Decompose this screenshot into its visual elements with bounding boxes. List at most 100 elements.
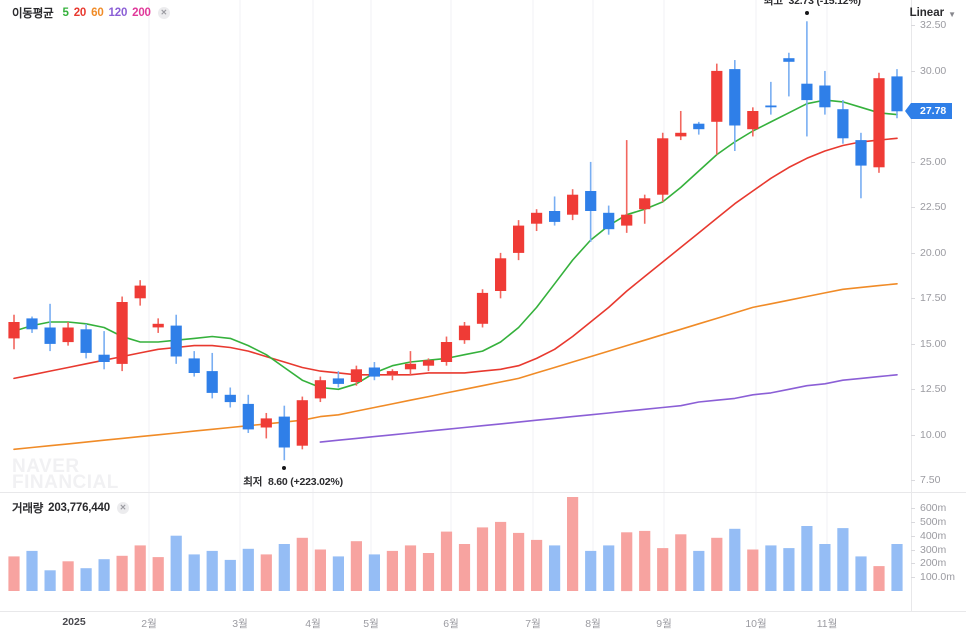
volume-axis-tick <box>911 549 915 551</box>
volume-bar <box>26 550 38 591</box>
chevron-down-icon: ▼ <box>948 9 956 19</box>
volume-bar <box>693 550 705 591</box>
time-axis-label: 7월 <box>525 618 541 630</box>
volume-bar <box>134 545 146 591</box>
candle-body <box>783 58 795 62</box>
volume-bar <box>476 527 489 591</box>
candle-body <box>549 211 561 222</box>
volume-bar <box>513 532 525 591</box>
price-axis-label: 15.00 <box>920 337 947 350</box>
price-axis-label: 7.50 <box>920 474 941 487</box>
volume-bar <box>585 550 597 591</box>
price-axis-divider <box>911 0 912 611</box>
candle-body <box>603 212 615 230</box>
price-axis-tick <box>911 252 915 254</box>
candle-body <box>657 138 669 195</box>
volume-axis-label: 100.0m <box>920 571 956 584</box>
volume-bar <box>314 549 326 591</box>
candle-body <box>495 258 507 291</box>
ma-line-ma120 <box>319 373 898 443</box>
ma-period-20[interactable]: 20 <box>73 7 87 19</box>
volume-bar <box>783 548 795 591</box>
candle-body <box>765 105 777 108</box>
price-plot <box>8 0 903 493</box>
candle-body <box>44 327 56 344</box>
moving-average-legend[interactable]: 이동평균 5 20 60 120 200 ✕ <box>12 5 170 21</box>
time-axis-label: 8월 <box>585 618 601 630</box>
candle-body <box>242 403 254 430</box>
candle-body <box>873 78 885 168</box>
volume-bar <box>891 544 903 591</box>
candle-body <box>855 140 867 166</box>
scale-type-label: Linear <box>909 7 945 19</box>
candle-body <box>170 325 182 357</box>
close-icon[interactable]: ✕ <box>116 502 129 514</box>
volume-bar <box>98 559 110 591</box>
time-axis[interactable]: 2025 2월 3월 4월 5월 6월 7월 8월 9월 10월 11월 <box>0 611 966 633</box>
time-axis-label: 2월 <box>141 618 157 630</box>
candle-body <box>891 76 903 112</box>
candle-body <box>476 292 489 324</box>
candle-body <box>206 371 218 393</box>
volume-axis-tick <box>911 535 915 537</box>
candle-body <box>422 360 435 366</box>
volume-axis-tick <box>911 521 915 523</box>
candle-body <box>134 285 146 299</box>
candle-body <box>513 225 525 253</box>
volume-bar <box>188 554 200 591</box>
time-axis-label: 9월 <box>656 618 672 630</box>
price-axis-tick <box>911 161 915 163</box>
candle-body <box>386 371 398 375</box>
volume-bar <box>296 537 308 591</box>
candle-body <box>801 83 813 101</box>
candle-body <box>819 85 831 108</box>
candle-body <box>531 212 543 224</box>
ma-period-200[interactable]: 200 <box>132 7 151 19</box>
volume-plot <box>8 493 903 592</box>
volume-bar <box>711 537 723 591</box>
price-axis-label: 12.50 <box>920 383 947 396</box>
price-axis-tick <box>911 70 915 72</box>
candle-body <box>224 394 236 403</box>
volume-legend-title: 거래량 <box>12 503 44 515</box>
candle-body <box>639 198 651 210</box>
candle-body <box>440 342 453 362</box>
volume-bar <box>567 497 579 591</box>
volume-bar <box>621 532 633 592</box>
price-chart-pane[interactable]: NAVER FINANCIAL <box>0 0 966 493</box>
volume-bar <box>422 553 435 591</box>
volume-bar <box>206 550 218 591</box>
candle-body <box>404 363 417 370</box>
volume-bar <box>603 545 615 591</box>
ma-period-120[interactable]: 120 <box>108 7 128 19</box>
volume-bar <box>80 568 92 591</box>
volume-chart-pane[interactable] <box>0 493 966 611</box>
volume-bar <box>819 544 831 591</box>
volume-legend[interactable]: 거래량 203,776,440 ✕ <box>12 500 129 516</box>
volume-bar <box>639 530 651 591</box>
scale-type-selector[interactable]: Linear ▼ <box>910 7 956 19</box>
price-axis-label: 20.00 <box>920 246 947 259</box>
volume-bar <box>350 541 362 591</box>
candle-body <box>729 69 741 126</box>
time-axis-label: 6월 <box>443 618 459 630</box>
candle-body <box>693 123 705 130</box>
volume-bar <box>62 561 74 591</box>
low-marker-value: 8.60 (+223.02%) <box>267 476 343 489</box>
volume-bar <box>170 535 182 591</box>
ma-period-5[interactable]: 5 <box>62 7 69 19</box>
time-axis-label: 3월 <box>232 618 248 630</box>
volume-bar <box>801 526 813 591</box>
volume-legend-value: 203,776,440 <box>48 502 110 514</box>
volume-bar <box>657 548 669 591</box>
close-icon[interactable]: ✕ <box>157 7 170 19</box>
ma-period-60[interactable]: 60 <box>91 7 104 19</box>
candle-body <box>152 323 164 328</box>
price-axis-tick <box>911 343 915 345</box>
volume-bar <box>837 528 849 591</box>
volume-bar <box>224 559 236 591</box>
price-axis-label: 25.00 <box>920 155 947 168</box>
volume-axis-tick <box>911 563 915 565</box>
candle-body <box>260 418 272 428</box>
